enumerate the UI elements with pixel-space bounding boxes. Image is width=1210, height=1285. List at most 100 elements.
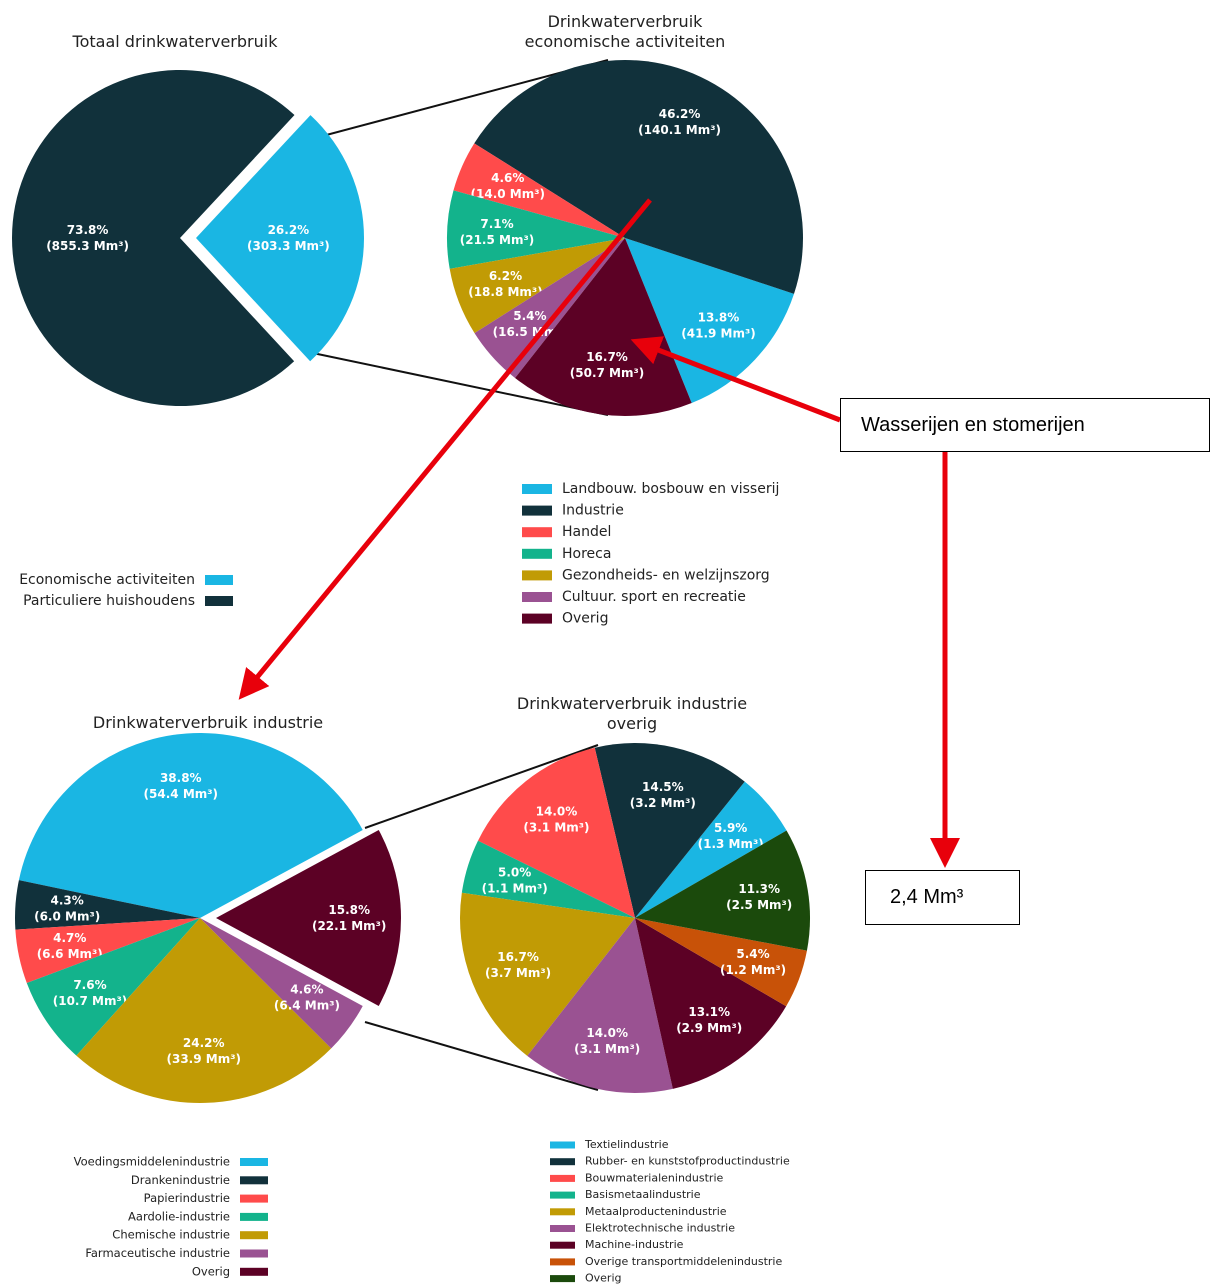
slice-label: 26.2% (303.3 Mm³): [247, 223, 330, 253]
slice-value: (6.4 Mm³): [274, 998, 340, 1012]
legend-swatch: [205, 575, 233, 585]
legend-label: Particuliere huishoudens: [23, 593, 195, 609]
legend-swatch: [240, 1158, 268, 1166]
legend-label: Textielindustrie: [584, 1138, 669, 1151]
slice-percentage: 14.0%: [536, 804, 578, 818]
slice-value: (3.1 Mm³): [523, 820, 589, 834]
slice-value: (6.6 Mm³): [37, 946, 103, 960]
slice-label: 7.6% (10.7 Mm³): [53, 978, 127, 1008]
slice-label: 4.6% (14.0 Mm³): [471, 171, 545, 201]
slice-value: (33.9 Mm³): [167, 1052, 241, 1066]
slice-label: 4.3% (6.0 Mm³): [34, 893, 100, 923]
legend-swatch: [205, 596, 233, 606]
pie-slice: [449, 238, 625, 334]
slice-percentage: 24.2%: [183, 1036, 225, 1050]
slice-label: 73.8% (855.3 Mm³): [46, 222, 129, 252]
slice-percentage: 13.8%: [698, 310, 740, 324]
legend-label: Drankenindustrie: [131, 1173, 230, 1187]
slice-label: 14.0% (3.1 Mm³): [574, 1025, 640, 1055]
pie-slice: [477, 747, 635, 918]
slice-label: 14.5% (3.2 Mm³): [630, 780, 696, 810]
chart-title: Totaal drinkwaterverbruik: [72, 32, 278, 51]
legend-label: Overig: [585, 1272, 622, 1285]
pie-slice: [200, 918, 363, 1049]
slice-value: (2.9 Mm³): [676, 1020, 742, 1034]
slice-label: 46.2% (140.1 Mm³): [638, 107, 721, 137]
slice-percentage: 5.4%: [736, 947, 769, 961]
slice-label: 11.3% (2.5 Mm³): [726, 881, 792, 911]
slice-label: 5.0% (1.1 Mm³): [482, 865, 548, 895]
pie-slice: [474, 60, 804, 294]
pie-slice: [635, 918, 787, 1089]
slice-value: (1.1 Mm³): [482, 881, 548, 895]
pie-slice: [635, 830, 810, 951]
slice-percentage: 4.6%: [290, 982, 323, 996]
legend-swatch: [550, 1174, 575, 1182]
pie-slice: [515, 238, 692, 417]
legend-label: Rubber- en kunststofproductindustrie: [585, 1155, 790, 1168]
slice-label: 38.8% (54.4 Mm³): [144, 771, 218, 801]
slice-value: (303.3 Mm³): [247, 239, 330, 253]
slice-value: (21.5 Mm³): [460, 232, 534, 246]
slice-value: (3.7 Mm³): [485, 965, 551, 979]
legend-swatch: [550, 1241, 575, 1249]
slice-value: (140.1 Mm³): [638, 123, 721, 137]
legend-label: Farmaceutische industrie: [85, 1246, 230, 1260]
slice-percentage: 13.1%: [688, 1004, 730, 1018]
legend-label: Economische activiteiten: [19, 572, 195, 588]
pie-slice: [594, 743, 745, 918]
legend-label: Metaalproductenindustrie: [585, 1205, 727, 1218]
legend-swatch: [240, 1267, 268, 1276]
slice-percentage: 14.0%: [586, 1025, 628, 1039]
slice-value: (22.1 Mm³): [312, 918, 386, 932]
chart-title: Drinkwaterverbruik industrie overig: [516, 694, 748, 733]
legend-swatch: [240, 1231, 268, 1240]
legend-swatch: [550, 1141, 575, 1149]
slice-percentage: 16.7%: [586, 349, 628, 363]
slice-value: (6.0 Mm³): [34, 909, 100, 923]
pie-slice: [635, 781, 787, 918]
legend-label: Elektrotechnische industrie: [585, 1222, 735, 1235]
slice-label: 14.0% (3.1 Mm³): [523, 804, 589, 834]
slice-label: 24.2% (33.9 Mm³): [167, 1036, 241, 1066]
legend-label: Gezondheids- en welzijnszorg: [562, 567, 770, 583]
slice-percentage: 4.7%: [53, 930, 86, 944]
legend-label: Industrie: [562, 503, 624, 519]
slice-value: (50.7 Mm³): [570, 365, 644, 379]
legend-swatch: [522, 527, 552, 538]
pie-slice: [453, 143, 625, 238]
slice-label: 16.7% (3.7 Mm³): [485, 949, 551, 979]
legend-label: Cultuur. sport en recreatie: [562, 589, 746, 605]
legend-label: Landbouw. bosbouw en visserij: [562, 481, 779, 497]
slice-percentage: 7.1%: [480, 216, 513, 230]
slice-value: (18.8 Mm³): [468, 285, 542, 299]
legend-swatch: [240, 1249, 268, 1258]
legend-swatch: [522, 570, 552, 581]
slice-label: 13.8% (41.9 Mm³): [681, 310, 755, 340]
legend-swatch: [522, 484, 552, 494]
legend-swatch: [240, 1176, 268, 1185]
slice-label: 15.8% (22.1 Mm³): [312, 902, 386, 932]
slice-percentage: 73.8%: [67, 222, 109, 236]
slice-label: 5.4% (1.2 Mm³): [720, 947, 786, 977]
slice-value: (3.2 Mm³): [630, 796, 696, 810]
slice-percentage: 6.2%: [489, 269, 522, 283]
slice-value: (54.4 Mm³): [144, 787, 218, 801]
slice-percentage: 4.6%: [491, 171, 524, 185]
slice-percentage: 7.6%: [73, 978, 106, 992]
slice-value: (41.9 Mm³): [681, 326, 755, 340]
legend-label: Horeca: [562, 546, 611, 562]
slice-percentage: 15.8%: [328, 902, 370, 916]
pie-slice: [76, 918, 332, 1103]
slice-value: (16.5 Mm³): [493, 324, 567, 338]
slice-label: 6.2% (18.8 Mm³): [468, 269, 542, 299]
legend-label: Handel: [562, 524, 611, 540]
pie-slice: [15, 918, 200, 983]
slice-value: (3.1 Mm³): [574, 1041, 640, 1055]
slice-percentage: 5.9%: [714, 821, 747, 835]
legend-swatch: [240, 1212, 268, 1221]
slice-percentage: 16.7%: [497, 949, 539, 963]
pie-slice: [527, 918, 673, 1093]
